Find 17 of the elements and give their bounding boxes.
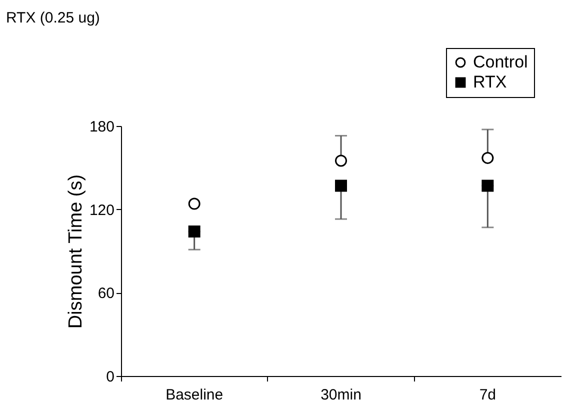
point xyxy=(482,180,494,192)
x-tick-label: 30min xyxy=(320,386,362,404)
y-axis-title: Dismount Time (s) xyxy=(65,174,86,329)
point xyxy=(482,152,494,164)
y-tick-label: 180 xyxy=(89,118,114,136)
point xyxy=(335,180,347,192)
y-tick-label: 0 xyxy=(106,368,114,386)
y-tick-label: 120 xyxy=(89,202,114,219)
y-tick-label: 60 xyxy=(98,285,114,302)
x-tick-label: 7d xyxy=(479,386,496,404)
legend-label: Control xyxy=(473,52,528,72)
chart-title: RTX (0.25 ug) xyxy=(6,10,100,26)
legend-label: RTX xyxy=(473,72,507,92)
x-tick-label: Baseline xyxy=(166,386,224,404)
point xyxy=(188,198,200,210)
point xyxy=(188,226,200,238)
point xyxy=(335,154,347,167)
